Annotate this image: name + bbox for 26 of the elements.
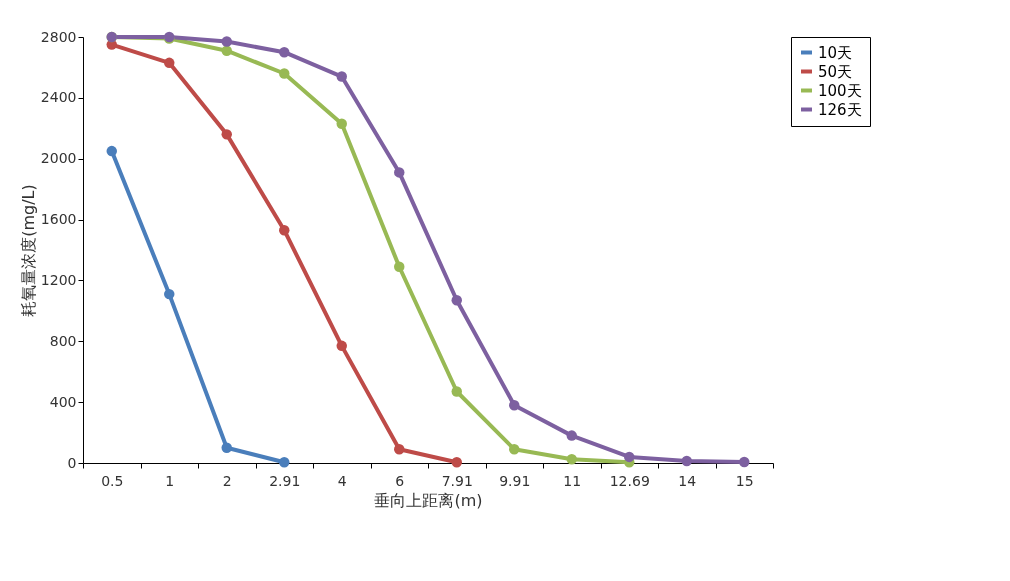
x-tick-label: 7.91 [441,472,473,489]
legend-label: 126天 [818,100,862,119]
legend-label: 50天 [818,62,853,81]
y-tick-label: 2400 [40,89,77,106]
x-tick-label: 15 [735,472,754,489]
x-tick-label: 6 [395,472,405,489]
x-tick-label: 0.5 [101,472,124,489]
y-tick-label: 1200 [40,271,77,288]
x-tick-label: 2 [222,472,232,489]
x-tick-label: 12.69 [609,472,650,489]
x-tick-label: 4 [337,472,347,489]
legend-label: 10天 [818,43,853,62]
y-tick-label: 400 [49,393,77,410]
y-tick-label: 0 [67,454,77,471]
x-axis-title: 垂向上距离(m) [374,490,483,510]
x-tick-label: 14 [678,472,697,489]
x-tick-label: 1 [165,472,175,489]
x-tick-label: 9.91 [499,472,531,489]
y-tick-label: 800 [49,332,77,349]
x-tick-label: 2.91 [269,472,301,489]
x-tick-label: 11 [563,472,582,489]
legend-label: 100天 [818,81,862,100]
y-tick-label: 2800 [40,28,77,45]
y-tick-label: 2000 [40,150,77,167]
y-axis-title: 耗氧量浓度(mg/L) [18,184,38,317]
y-tick-label: 1600 [40,211,77,228]
